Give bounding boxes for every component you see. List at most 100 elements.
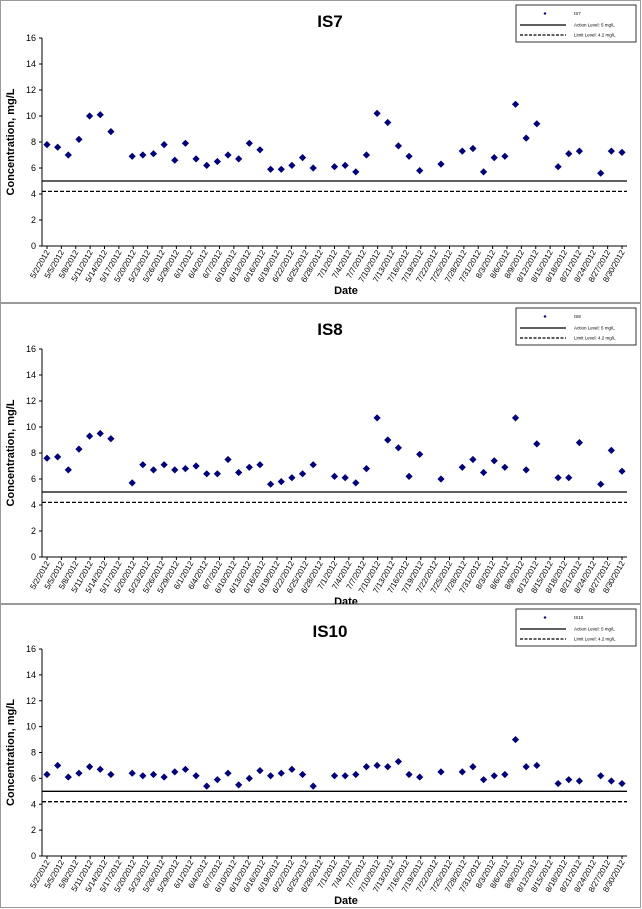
y-tick-label: 6 [31,474,36,484]
data-point [437,768,445,776]
data-point [554,474,562,482]
data-point [405,472,413,480]
data-point [394,757,402,766]
data-point [128,479,136,487]
data-point [416,167,424,175]
data-point [75,135,83,143]
legend-label-series: IS8 [574,314,581,319]
data-point [171,156,179,164]
panel-border [0,0,641,303]
data-point [85,112,94,120]
legend-label-series: IS7 [574,11,581,16]
data-point [43,770,51,779]
y-tick-label: 14 [26,370,36,380]
y-tick-label: 10 [26,111,36,121]
data-point [256,146,264,154]
y-tick-label: 8 [31,448,36,458]
data-point [394,444,402,452]
data-point [139,461,147,469]
y-tick-label: 10 [26,422,36,432]
data-point [181,465,190,473]
data-point [107,435,115,443]
data-point [607,446,615,454]
data-point [575,777,584,785]
data-point [267,772,275,780]
data-point [533,120,541,128]
legend-label-reference: Action Level: 5 mg/L [574,326,615,331]
data-point [437,475,445,483]
data-point [235,155,243,163]
y-tick-label: 8 [31,137,36,147]
y-tick-label: 6 [31,773,36,783]
data-point [181,765,190,773]
data-point [160,141,168,149]
data-point [341,772,349,780]
data-point [384,118,392,127]
data-point [235,468,243,477]
data-point [224,769,232,777]
data-point [501,463,509,471]
data-point [373,109,381,117]
y-tick-label: 16 [26,344,36,354]
y-tick-label: 2 [31,825,36,835]
data-point [149,466,158,474]
data-point [373,414,381,422]
data-point [490,457,498,465]
data-point [341,474,349,482]
legend: IS10 Action Level: 5 mg/L Limit Level: 4.2… [515,608,637,647]
data-point [479,168,488,176]
data-point [330,163,339,171]
data-point [362,465,371,473]
data-point [298,770,307,779]
data-point [171,466,179,474]
data-point [394,142,402,150]
data-point [96,111,104,119]
data-point [298,154,307,162]
data-point [469,455,477,464]
data-point [309,461,317,469]
y-tick-label: 10 [26,722,36,732]
panel-border [0,303,641,604]
y-axis-title: Concentration, mg/L [5,88,17,195]
data-point [597,169,605,177]
data-point [43,454,51,462]
x-axis-title: Date [334,895,358,907]
y-tick-label: 0 [31,552,36,562]
data-point [267,480,275,488]
chart-title: IS10 [313,622,348,641]
data-point [298,470,307,478]
data-point [203,470,211,478]
data-point [171,768,179,776]
data-point [501,770,509,779]
data-point [213,157,221,166]
data-point [469,144,477,153]
legend: IS7 Action Level: 5 mg/L Limit Level: 4.2 … [515,4,637,43]
data-point [416,773,424,781]
data-point [511,100,520,108]
y-tick-label: 0 [31,851,36,861]
data-point [288,474,296,482]
y-axis-title: Concentration, mg/L [5,399,17,506]
y-tick-label: 14 [26,670,36,680]
data-point [618,467,626,475]
legend-box [515,608,637,647]
legend-label-reference: Action Level: 5 mg/L [574,23,615,28]
data-point [96,765,104,773]
data-point [533,440,541,448]
data-point [554,779,562,788]
data-point [256,461,264,469]
data-point [245,463,253,471]
data-point [575,147,584,155]
data-point [75,769,83,777]
data-point [362,151,371,159]
data-point [224,151,232,159]
data-point [384,436,392,444]
data-point [479,776,488,784]
data-point [64,466,72,474]
legend-marker [543,616,547,619]
data-point [352,168,360,176]
data-point [565,150,573,158]
data-point [458,463,466,471]
legend: IS8 Action Level: 5 mg/L Limit Level: 4.2 … [515,307,637,346]
y-tick-label: 12 [26,85,36,95]
